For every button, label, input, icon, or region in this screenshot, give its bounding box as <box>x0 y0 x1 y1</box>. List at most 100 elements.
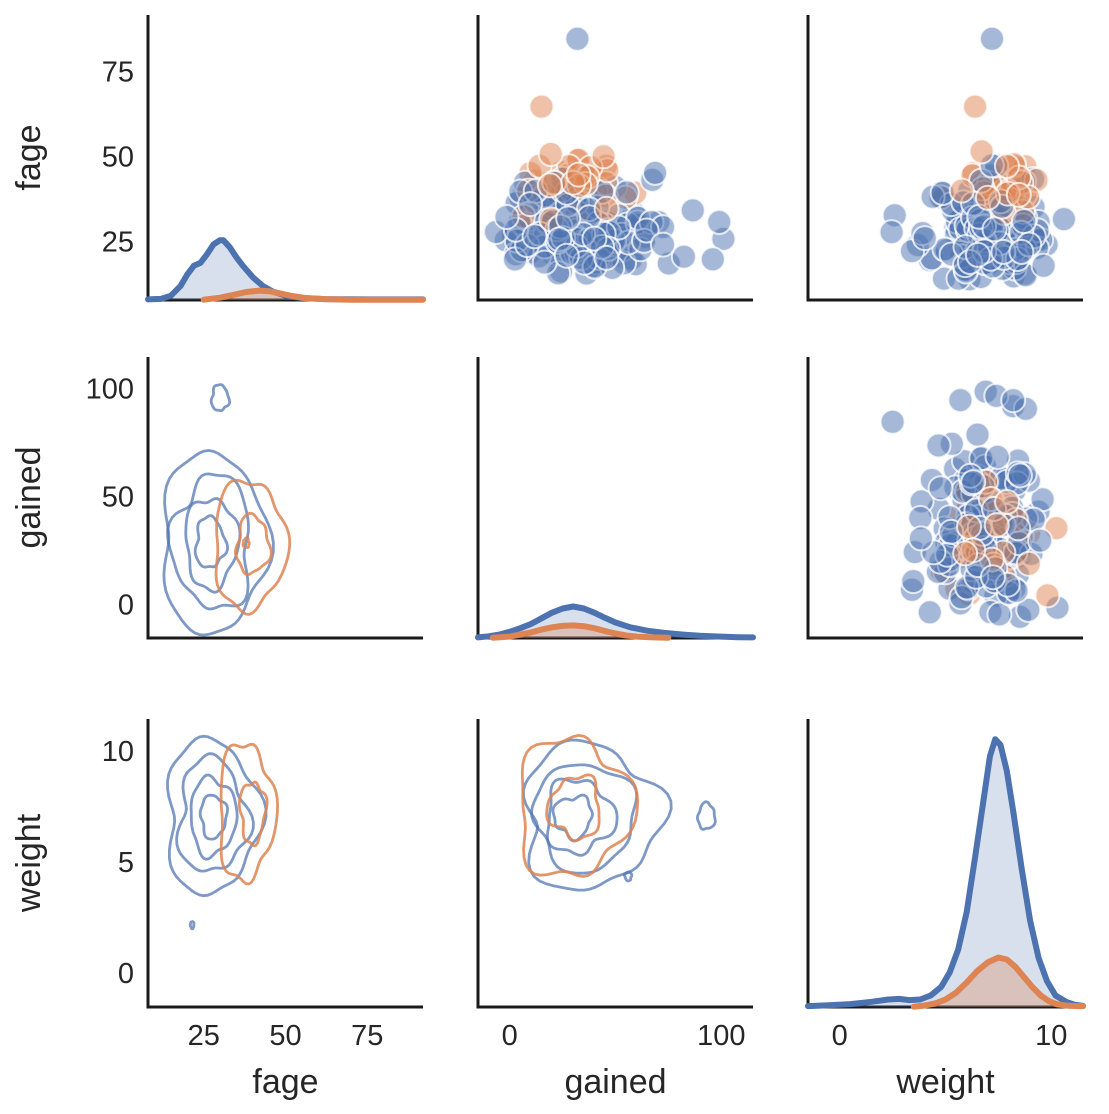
contour-ring-blue <box>166 734 268 898</box>
scatter-point-blue <box>553 242 580 269</box>
contour-ring-blue <box>175 752 255 873</box>
y-tick-label: 100 <box>86 373 134 405</box>
scatter-point-orange <box>974 184 1001 211</box>
panel-weight-vs-gained-contour: 0 100 gained <box>476 719 753 1101</box>
scatter-point-orange <box>593 195 620 222</box>
y-tick-label: 5 <box>118 847 134 879</box>
scatter-point-blue <box>593 244 620 271</box>
y-tick-label: 50 <box>102 142 134 174</box>
axes-spines <box>146 357 423 640</box>
x-tick-label: 50 <box>269 1020 301 1052</box>
kde-line-orange <box>489 622 672 641</box>
panel-weight-vs-fage-contour: 0 5 10 weight 25 50 75 fage <box>10 719 423 1101</box>
x-axis-label-gained: gained <box>564 1063 666 1101</box>
contour-ring-blue <box>198 793 229 841</box>
panel-gained-vs-fage-contour: 0 50 100 gained <box>10 357 423 640</box>
scatter-point-orange <box>948 177 975 204</box>
contour-blob-orange <box>241 536 251 549</box>
panel-diag-gained <box>475 357 756 641</box>
scatter-point-blue <box>1027 527 1054 554</box>
y-axis-label-gained: gained <box>10 446 48 548</box>
contour-ring-orange <box>234 511 273 576</box>
kde-line-orange <box>910 954 1086 1010</box>
contour-blob-blue <box>209 383 232 412</box>
scatter-point-blue <box>633 217 660 244</box>
scatter-point-orange <box>1005 181 1032 208</box>
scatter-point-blue <box>925 432 952 459</box>
axes-spines <box>146 15 423 302</box>
axes-spines <box>476 357 753 640</box>
scatter-point-orange <box>956 513 982 540</box>
scatter-point-blue <box>679 197 706 224</box>
scatter-point-blue <box>979 564 1006 591</box>
kde-line-blue <box>475 603 756 641</box>
scatter-point-blue <box>564 25 591 52</box>
scatter-point-orange <box>993 153 1020 179</box>
scatter-point-blue <box>916 599 943 626</box>
scatter-point-orange <box>528 93 555 120</box>
contour-blob-blue <box>188 919 196 931</box>
scatter-point-blue <box>642 159 669 186</box>
scatter-point-blue <box>927 475 954 502</box>
scatter-point-blue <box>613 179 640 206</box>
y-tick-label: 25 <box>102 226 134 258</box>
contour-ring-blue <box>551 793 594 843</box>
scatter-point-blue <box>964 421 991 448</box>
scatter-point-blue <box>699 246 726 273</box>
x-axis-label-weight: weight <box>895 1063 995 1101</box>
panel-fage-vs-gained-scatter <box>476 15 753 302</box>
contour-ring-orange <box>545 773 601 843</box>
scatter-point-blue <box>981 216 1008 243</box>
scatter-point-blue <box>979 25 1005 52</box>
scatter-point-blue <box>947 387 974 414</box>
y-tick-label: 0 <box>118 590 134 622</box>
scatter-point-blue <box>493 204 520 230</box>
axes-spines <box>806 357 1083 640</box>
kde-fill-blue <box>808 739 1083 1007</box>
scatter-point-blue <box>984 443 1011 470</box>
axes-spines <box>476 15 753 302</box>
scatter-point-orange <box>536 172 563 199</box>
x-tick-label: 0 <box>832 1020 848 1052</box>
kde-fill-orange <box>492 625 669 638</box>
scatter-point-blue <box>1000 387 1027 414</box>
scatter-point-blue <box>878 219 905 246</box>
scatter-point-orange <box>962 93 989 120</box>
scatter-point-blue <box>907 525 934 552</box>
contour-ring-blue <box>193 514 229 569</box>
scatter-point-orange <box>994 489 1021 515</box>
contour-ring-blue <box>189 773 239 861</box>
scatter-point-orange <box>590 143 617 170</box>
x-tick-label: 75 <box>351 1020 383 1052</box>
contour-ring-orange <box>219 742 279 886</box>
axes-spines <box>146 719 423 1009</box>
contour-ring-blue <box>530 763 639 875</box>
panel-gained-vs-weight-scatter <box>806 357 1083 640</box>
scatter-point-blue <box>517 191 544 218</box>
y-axis-label-fage: fage <box>10 124 48 190</box>
contour-ring-orange <box>214 478 292 616</box>
scatter-point-blue <box>706 209 733 235</box>
x-tick-label: 25 <box>188 1020 220 1052</box>
scatter-point-blue <box>964 241 991 268</box>
scatter-point-blue <box>1008 238 1035 265</box>
scatter-point-orange <box>983 512 1010 539</box>
kde-fill-blue <box>148 240 423 300</box>
scatter-point-blue <box>1050 206 1077 233</box>
scatter-point-blue <box>1006 462 1033 489</box>
scatter-point-blue <box>879 408 906 435</box>
panel-fage-vs-weight-scatter <box>806 15 1083 302</box>
y-tick-label: 75 <box>102 57 134 89</box>
scatter-point-blue <box>1011 208 1037 235</box>
contour-blob-blue <box>623 870 634 883</box>
scatter-point-blue <box>670 243 697 270</box>
scatter-point-blue <box>1015 596 1042 623</box>
scatter-point-orange <box>537 141 564 167</box>
scatter-point-orange <box>1015 550 1042 577</box>
y-tick-label: 10 <box>102 736 134 768</box>
kde-line-blue <box>805 736 1086 1010</box>
x-tick-label: 100 <box>697 1020 745 1052</box>
x-axis-label-fage: fage <box>252 1063 318 1101</box>
